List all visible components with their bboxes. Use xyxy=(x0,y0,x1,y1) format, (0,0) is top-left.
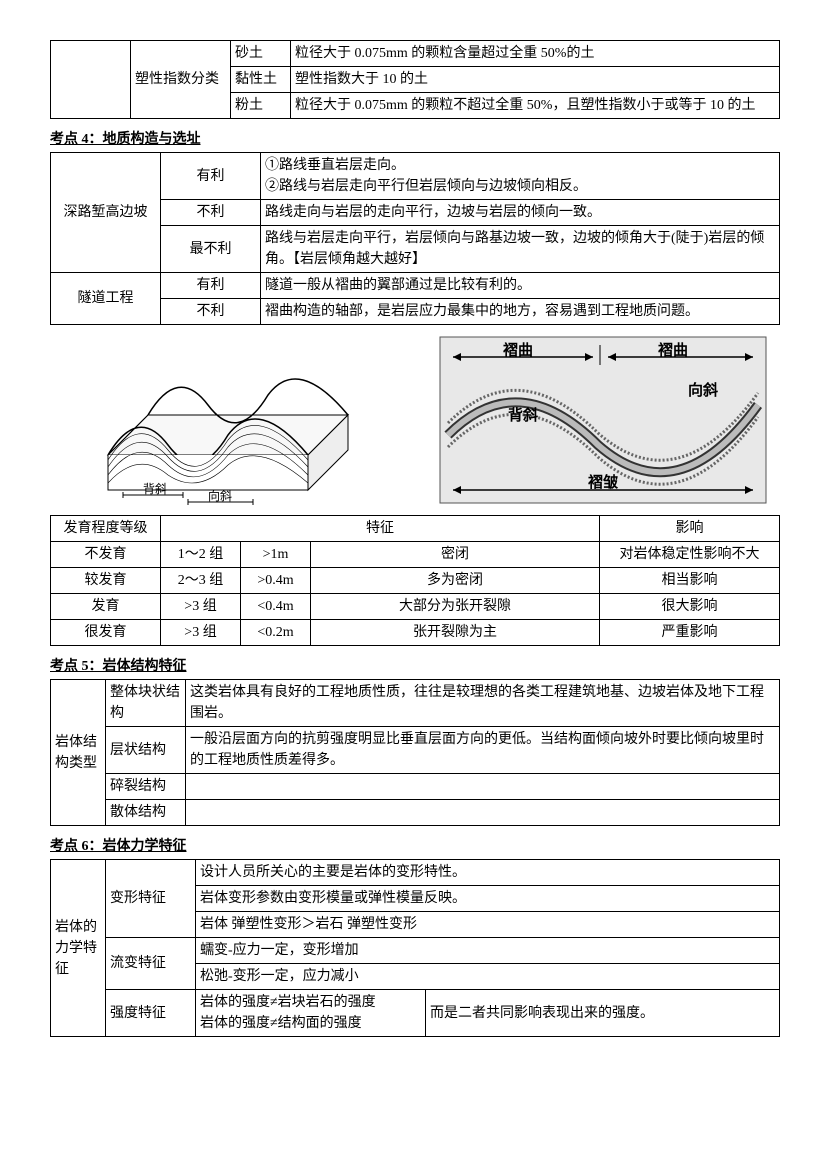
kp5-group: 岩体结构类型 xyxy=(51,680,106,826)
kp4-group2: 隧道工程 xyxy=(51,273,161,325)
dev-cell: <0.4m xyxy=(241,594,311,620)
kp6-title: 考点 6：岩体力学特征 xyxy=(50,836,780,857)
dev-cell: <0.2m xyxy=(241,620,311,646)
fold-diagrams: 背斜 向斜 褶曲 褶曲 背斜 向斜 xyxy=(50,335,780,505)
dev-h1: 发育程度等级 xyxy=(51,516,161,542)
soil-type: 黏性土 xyxy=(231,67,291,93)
dev-cell: 对岩体稳定性影响不大 xyxy=(600,542,780,568)
dev-h2: 特征 xyxy=(161,516,600,542)
kp4-desc: 褶曲构造的轴部，是岩层应力最集中的地方，容易遇到工程地质问题。 xyxy=(261,299,780,325)
kp4-cond: 不利 xyxy=(161,299,261,325)
soil-desc: 粒径大于 0.075mm 的颗粒不超过全重 50%，且塑性指数小于或等于 10 … xyxy=(291,93,780,119)
fold-diagram-right: 褶曲 褶曲 背斜 向斜 褶皱 xyxy=(425,335,780,505)
dev-cell: 1～2 组 xyxy=(161,542,241,568)
fold-label: 褶曲 xyxy=(503,341,533,359)
kp6-desc: 岩体的强度≠岩块岩石的强度 岩体的强度≠结构面的强度 xyxy=(196,990,426,1037)
kp6-sub: 变形特征 xyxy=(106,860,196,938)
soil-type: 粉土 xyxy=(231,93,291,119)
kp4-cond: 有利 xyxy=(161,273,261,299)
kp4-group1: 深路堑高边坡 xyxy=(51,153,161,273)
kp5-desc xyxy=(186,800,780,826)
kp4-desc: 路线走向与岩层的走向平行，边坡与岩层的倾向一致。 xyxy=(261,200,780,226)
kp5-title: 考点 5：岩体结构特征 xyxy=(50,656,780,677)
dev-h3: 影响 xyxy=(600,516,780,542)
plasticity-rowlabel: 塑性指数分类 xyxy=(131,41,231,119)
kp4-desc: 隧道一般从褶曲的翼部通过是比较有利的。 xyxy=(261,273,780,299)
kp6-sub: 强度特征 xyxy=(106,990,196,1037)
kp5-type: 碎裂结构 xyxy=(106,774,186,800)
kp6-desc: 而是二者共同影响表现出来的强度。 xyxy=(426,990,780,1037)
dev-cell: 不发育 xyxy=(51,542,161,568)
syncline-label: 向斜 xyxy=(688,381,718,399)
dev-cell: >3 组 xyxy=(161,594,241,620)
soil-desc: 塑性指数大于 10 的土 xyxy=(291,67,780,93)
kp6-desc: 松弛-变形一定，应力减小 xyxy=(196,964,780,990)
kp6-desc: 蠕变-应力一定，变形增加 xyxy=(196,938,780,964)
kp5-type: 整体块状结构 xyxy=(106,680,186,727)
kp5-type: 层状结构 xyxy=(106,727,186,774)
fold-diagram-left: 背斜 向斜 xyxy=(50,335,405,505)
kp6-desc: 设计人员所关心的主要是岩体的变形特性。 xyxy=(196,860,780,886)
soil-desc: 粒径大于 0.075mm 的颗粒含量超过全重 50%的土 xyxy=(291,41,780,67)
syncline-label: 向斜 xyxy=(208,488,232,503)
dev-cell: 相当影响 xyxy=(600,568,780,594)
plasticity-table: 塑性指数分类 砂土 粒径大于 0.075mm 的颗粒含量超过全重 50%的土 黏… xyxy=(50,40,780,119)
kp6-sub: 流变特征 xyxy=(106,938,196,990)
kp6-group: 岩体的力学特征 xyxy=(51,860,106,1037)
dev-cell: 密闭 xyxy=(311,542,600,568)
kp4-cond: 不利 xyxy=(161,200,261,226)
kp5-table: 岩体结构类型 整体块状结构 这类岩体具有良好的工程地质性质，往往是较理想的各类工… xyxy=(50,679,780,826)
kp5-desc: 这类岩体具有良好的工程地质性质，往往是较理想的各类工程建筑地基、边坡岩体及地下工… xyxy=(186,680,780,727)
dev-cell: 较发育 xyxy=(51,568,161,594)
dev-cell: 严重影响 xyxy=(600,620,780,646)
dev-cell: 多为密闭 xyxy=(311,568,600,594)
kp6-desc: 岩体 弹塑性变形＞岩石 弹塑性变形 xyxy=(196,912,780,938)
dev-cell: 发育 xyxy=(51,594,161,620)
kp4-desc: 路线与岩层走向平行，岩层倾向与路基边坡一致，边坡的倾角大于(陡于)岩层的倾角。【… xyxy=(261,226,780,273)
dev-cell: >1m xyxy=(241,542,311,568)
kp5-type: 散体结构 xyxy=(106,800,186,826)
dev-cell: 很发育 xyxy=(51,620,161,646)
anticline-label: 背斜 xyxy=(143,482,167,496)
kp6-desc: 岩体变形参数由变形模量或弹性模量反映。 xyxy=(196,886,780,912)
kp6-table: 岩体的力学特征 变形特征 设计人员所关心的主要是岩体的变形特性。 岩体变形参数由… xyxy=(50,859,780,1037)
kp4-title: 考点 4：地质构造与选址 xyxy=(50,129,780,150)
soil-type: 砂土 xyxy=(231,41,291,67)
kp4-cond: 有利 xyxy=(161,153,261,200)
dev-table: 发育程度等级 特征 影响 不发育 1～2 组 >1m 密闭 对岩体稳定性影响不大… xyxy=(50,515,780,646)
kp5-desc: 一般沿层面方向的抗剪强度明显比垂直层面方向的更低。当结构面倾向坡外时要比倾向坡里… xyxy=(186,727,780,774)
fold-label: 褶曲 xyxy=(658,341,688,359)
dev-cell: >0.4m xyxy=(241,568,311,594)
dev-cell: >3 组 xyxy=(161,620,241,646)
anticline-label: 背斜 xyxy=(508,406,538,424)
dev-cell: 张开裂隙为主 xyxy=(311,620,600,646)
dev-cell: 很大影响 xyxy=(600,594,780,620)
folds-label: 褶皱 xyxy=(588,473,619,491)
kp4-cond: 最不利 xyxy=(161,226,261,273)
kp5-desc xyxy=(186,774,780,800)
dev-cell: 大部分为张开裂隙 xyxy=(311,594,600,620)
kp4-table: 深路堑高边坡 有利 ①路线垂直岩层走向。 ②路线与岩层走向平行但岩层倾向与边坡倾… xyxy=(50,152,780,325)
dev-cell: 2～3 组 xyxy=(161,568,241,594)
kp4-desc: ①路线垂直岩层走向。 ②路线与岩层走向平行但岩层倾向与边坡倾向相反。 xyxy=(261,153,780,200)
